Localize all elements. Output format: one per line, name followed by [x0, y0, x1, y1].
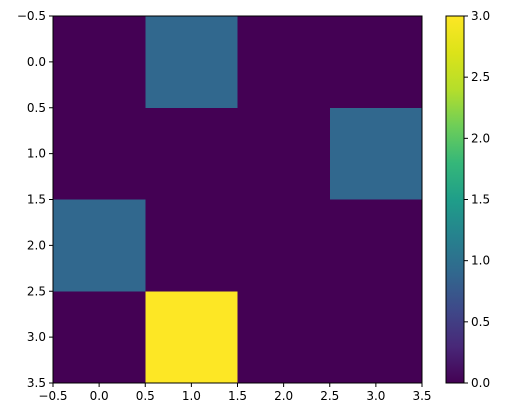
heatmap-cell-r1-c1 [145, 107, 238, 200]
heatmap-cell-r0-c2 [237, 16, 330, 108]
y-tick-label: 0.0 [27, 55, 46, 69]
colorbar-tick-label: 1.0 [471, 254, 490, 268]
y-tick-label: 1.5 [27, 193, 46, 207]
heatmap-cell-r2-c1 [145, 199, 238, 292]
heatmap-cell-r1-c0 [53, 107, 146, 200]
heatmap-cell-r3-c2 [237, 291, 330, 383]
y-tick-label: −0.5 [17, 9, 46, 23]
x-axis: −0.5 0.0 0.5 1.0 1.5 2.0 2.5 3.0 3.5 [38, 383, 432, 403]
heatmap-cell-r2-c2 [237, 199, 330, 292]
x-tick-label: 1.0 [182, 389, 201, 403]
heatmap-cell-r3-c0 [53, 291, 146, 383]
x-tick-label: −0.5 [38, 389, 67, 403]
y-tick-label: 3.0 [27, 330, 46, 344]
y-tick-label: 2.0 [27, 238, 46, 252]
heatmap-cell-r0-c1 [145, 16, 238, 108]
heatmap-cell-r2-c0 [53, 199, 146, 292]
x-tick-label: 1.5 [228, 389, 247, 403]
heatmap-cell-r0-c3 [329, 16, 422, 108]
heatmap-cells [53, 16, 422, 383]
heatmap-cell-r0-c0 [53, 16, 146, 108]
colorbar-axis: 0.0 0.5 1.0 1.5 2.0 2.5 3.0 [464, 9, 490, 390]
heatmap-cell-r3-c1 [145, 291, 238, 383]
colorbar [445, 15, 465, 384]
colorbar-gradient [445, 15, 465, 384]
heatmap-cell-r1-c2 [237, 107, 330, 200]
colorbar-tick-label: 2.5 [471, 70, 490, 84]
colorbar-tick-label: 2.0 [471, 131, 490, 145]
y-tick-label: 2.5 [27, 284, 46, 298]
heatmap-cell-r1-c3 [329, 107, 422, 200]
heatmap-cell-r3-c3 [329, 291, 422, 383]
y-tick-label: 0.5 [27, 101, 46, 115]
x-tick-label: 3.5 [412, 389, 431, 403]
colorbar-tick-label: 3.0 [471, 9, 490, 23]
colorbar-tick-label: 0.0 [471, 376, 490, 390]
y-tick-label: 3.5 [27, 376, 46, 390]
heatmap-cell-r2-c3 [329, 199, 422, 292]
x-tick-label: 2.5 [320, 389, 339, 403]
x-tick-label: 3.0 [366, 389, 385, 403]
y-axis: −0.5 0.0 0.5 1.0 1.5 2.0 2.5 3.0 3.5 [17, 9, 53, 390]
x-tick-label: 2.0 [274, 389, 293, 403]
colorbar-tick-label: 1.5 [471, 193, 490, 207]
y-tick-label: 1.0 [27, 147, 46, 161]
colorbar-tick-label: 0.5 [471, 315, 490, 329]
x-tick-label: 0.5 [136, 389, 155, 403]
x-tick-label: 0.0 [90, 389, 109, 403]
